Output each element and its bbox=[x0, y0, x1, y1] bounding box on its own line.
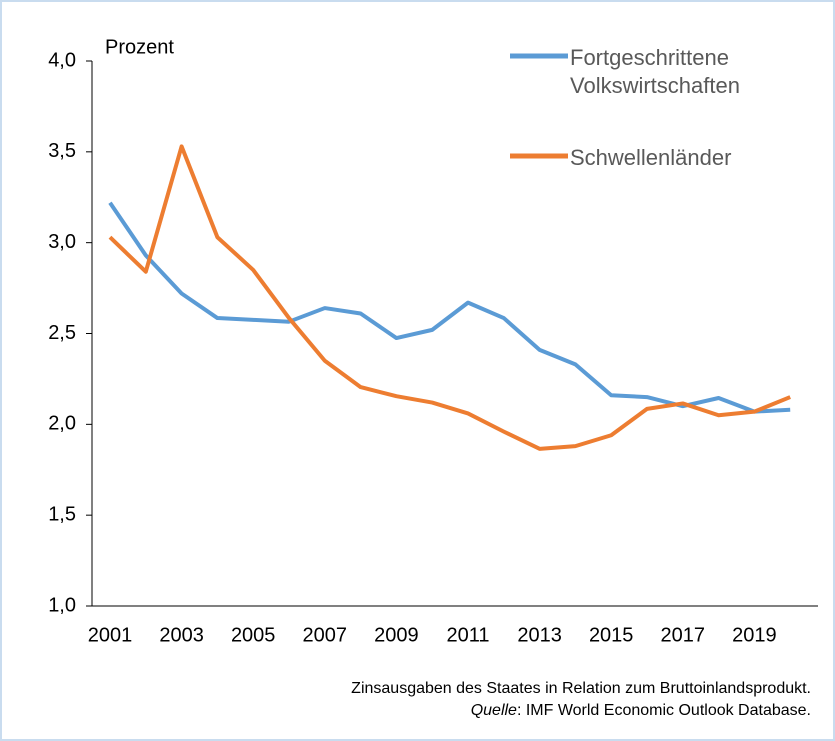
y-tick-label: 4,0 bbox=[48, 49, 76, 71]
x-tick-label: 2019 bbox=[732, 624, 777, 646]
series-line bbox=[108, 144, 791, 451]
x-tick-label: 2007 bbox=[303, 624, 348, 646]
x-tick-label: 2015 bbox=[589, 624, 634, 646]
y-tick-label: 2,0 bbox=[48, 413, 76, 435]
y-tick-label: 1,0 bbox=[48, 594, 76, 616]
x-tick-label: 2009 bbox=[374, 624, 419, 646]
source-label: Quelle bbox=[470, 702, 517, 719]
x-tick-label: 2011 bbox=[446, 624, 489, 646]
series-line bbox=[108, 201, 791, 414]
source: Quelle: IMF World Economic Outlook Datab… bbox=[471, 702, 811, 720]
source-text: : IMF World Economic Outlook Database. bbox=[516, 702, 811, 719]
y-tick-label: 3,0 bbox=[48, 231, 76, 253]
y-tick-label: 1,5 bbox=[48, 503, 76, 525]
x-tick-label: 2013 bbox=[517, 624, 562, 646]
y-axis-label: Prozent bbox=[105, 36, 174, 58]
legend-entry: Fortgeschrittene Volkswirtschaften bbox=[570, 45, 740, 98]
x-tick-label: 2017 bbox=[661, 624, 706, 646]
x-tick-label: 2005 bbox=[231, 624, 276, 646]
x-tick-label: 2001 bbox=[88, 624, 133, 646]
x-tick-label: 2003 bbox=[159, 624, 204, 646]
legend-entry: Schwellenländer bbox=[570, 145, 732, 170]
y-tick-label: 3,5 bbox=[48, 140, 76, 162]
y-tick-label: 2,5 bbox=[48, 322, 76, 344]
note: Zinsausgaben des Staates in Relation zum… bbox=[351, 680, 811, 697]
